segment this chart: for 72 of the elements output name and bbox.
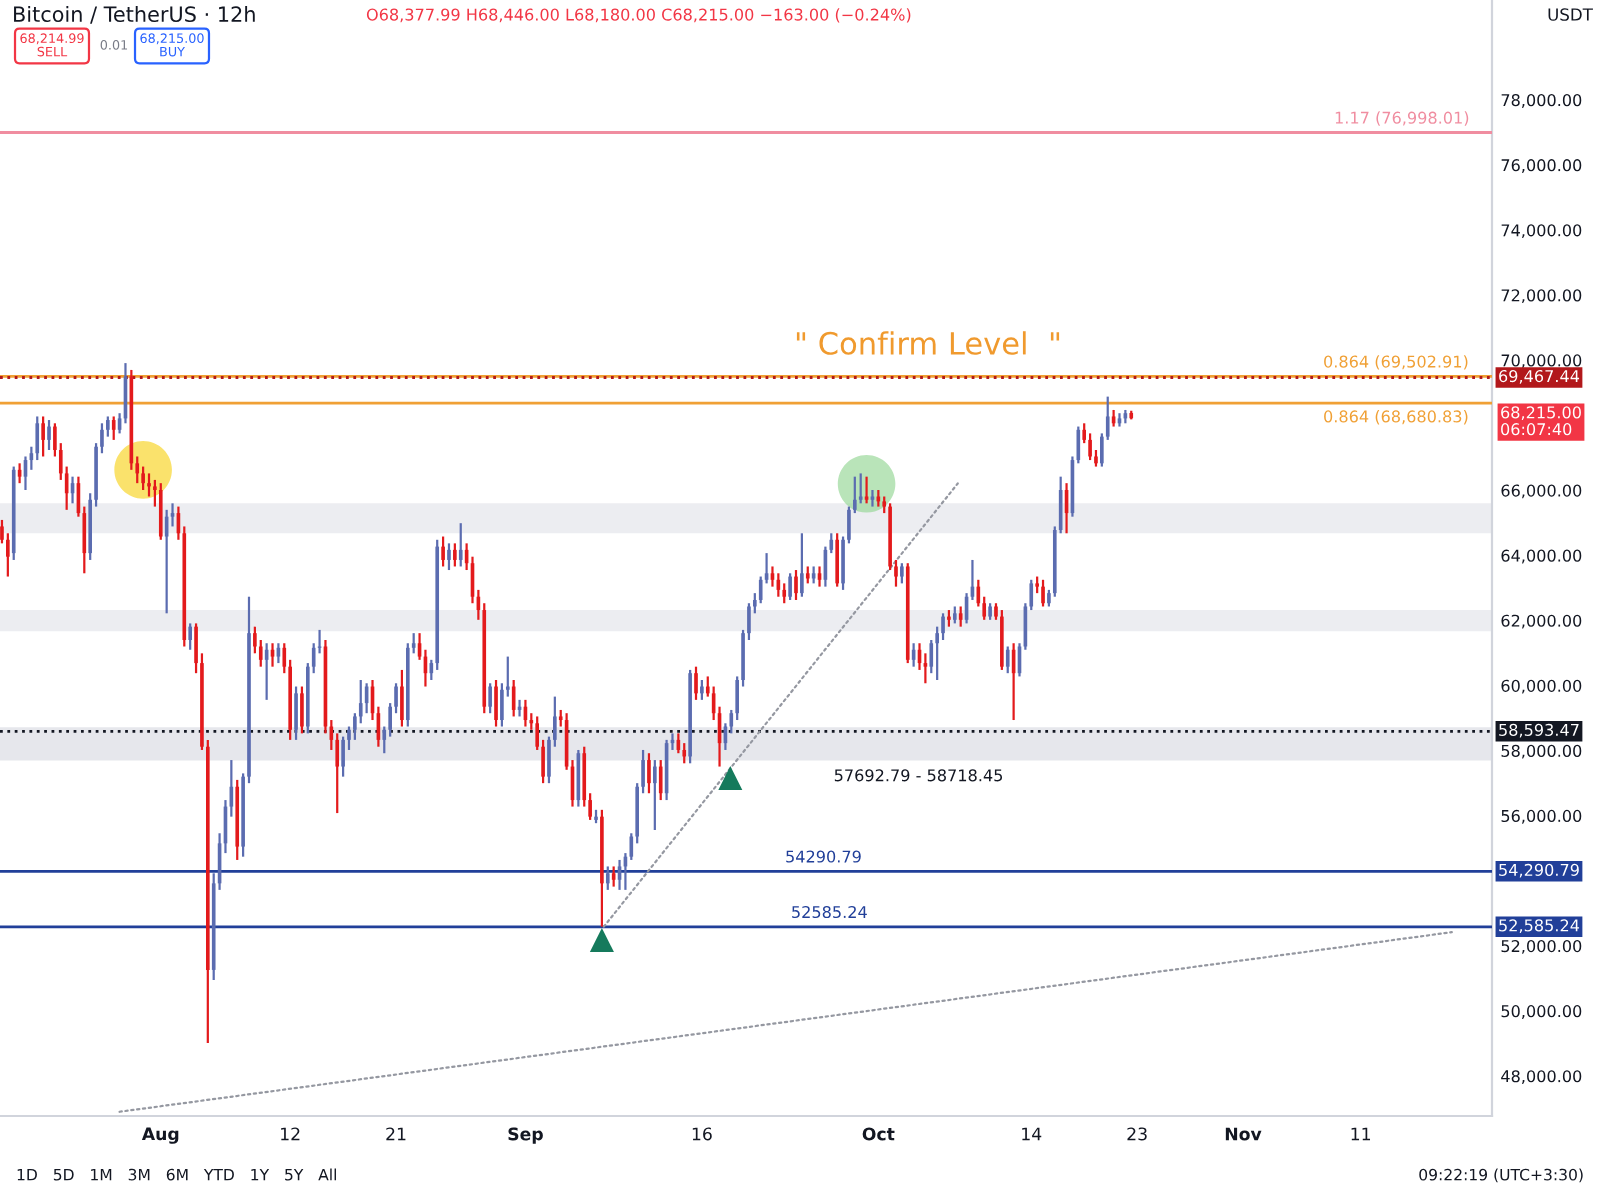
y-tick-label: 66,000.00 bbox=[1501, 484, 1582, 499]
y-tick-label: 76,000.00 bbox=[1501, 159, 1582, 173]
candlestick bbox=[35, 415, 40, 462]
x-tick-label: Oct bbox=[862, 1127, 895, 1141]
candlestick bbox=[958, 605, 963, 628]
ref-line-label: 69,467.44 bbox=[1499, 369, 1580, 384]
y-tick-label: 52,000.00 bbox=[1501, 940, 1582, 954]
candlestick bbox=[900, 562, 904, 585]
y-tick-label: 50,000.00 bbox=[1501, 1005, 1582, 1019]
candlestick bbox=[658, 758, 663, 802]
text: 68,215.00 06:07:40 bbox=[1501, 406, 1581, 436]
candlestick bbox=[441, 535, 445, 568]
x-tick-label: 11 bbox=[1351, 1127, 1371, 1141]
candlestick bbox=[400, 668, 404, 728]
candlestick bbox=[947, 608, 951, 628]
candlestick bbox=[488, 682, 492, 715]
annotation: " Confirm Level " bbox=[796, 331, 1060, 355]
candlestick bbox=[694, 665, 698, 701]
x-tick-label: Aug bbox=[141, 1127, 179, 1144]
candlestick bbox=[605, 865, 610, 891]
candlestick bbox=[647, 752, 651, 795]
candlestick bbox=[447, 542, 451, 572]
ref-line-label: 54,290.79 bbox=[1499, 863, 1579, 878]
y-tick-label: 48,000.00 bbox=[1501, 1070, 1582, 1084]
candlestick bbox=[41, 415, 45, 458]
y-tick-label: 56,000.00 bbox=[1501, 809, 1582, 824]
x-tick-label: Sep bbox=[508, 1127, 543, 1144]
candlestick bbox=[858, 472, 863, 505]
x-tick-label: 21 bbox=[386, 1127, 406, 1141]
candlestick bbox=[653, 758, 657, 832]
chart-subtitle: O68,377.99 H68,446.00 L68,180.00 C68,215.00 −163.00 (−0.24%) bbox=[366, 8, 911, 23]
candlestick bbox=[800, 532, 804, 598]
annotation: 52585.24 bbox=[792, 905, 867, 919]
candlestick bbox=[300, 685, 304, 735]
x-tick-label: 16 bbox=[692, 1127, 712, 1141]
candlestick bbox=[788, 572, 792, 602]
annotation: 54290.79 bbox=[786, 850, 861, 863]
candlestick bbox=[835, 532, 839, 588]
x-tick-label: 23 bbox=[1127, 1127, 1147, 1141]
annotation: 0.864 (68,680.83) bbox=[1324, 410, 1468, 425]
candlestick bbox=[794, 568, 798, 602]
y-tick-label: 64,000.00 bbox=[1501, 549, 1582, 564]
candlestick bbox=[1005, 645, 1010, 675]
candlestick bbox=[188, 622, 192, 651]
y-tick-label: 74,000.00 bbox=[1501, 224, 1582, 239]
annotation: 0.864 (69,502.91) bbox=[1324, 355, 1468, 370]
x-tick-label: Nov bbox=[1225, 1127, 1262, 1141]
annotation: 57692.79 - 58718.45 bbox=[834, 769, 1003, 782]
candlestick bbox=[111, 415, 116, 441]
candlestick bbox=[341, 735, 345, 778]
annotation: 1.17 (76,998.01) bbox=[1335, 111, 1469, 126]
x-tick-label: 14 bbox=[1022, 1127, 1042, 1141]
y-tick-label: 70,000.00 bbox=[1501, 354, 1582, 369]
candlestick bbox=[158, 482, 163, 541]
candlestick bbox=[594, 808, 598, 825]
candlestick bbox=[47, 418, 51, 452]
candlestick bbox=[458, 522, 463, 568]
ref-line-label: 52,585.24 bbox=[1499, 919, 1580, 934]
candlestick bbox=[494, 678, 498, 728]
candlestick bbox=[294, 685, 298, 741]
x-tick-label: 12 bbox=[281, 1127, 300, 1141]
ref-line-label: 58,593.47 bbox=[1499, 723, 1579, 738]
candlestick bbox=[700, 678, 704, 701]
candlestick bbox=[453, 542, 457, 568]
y-tick-label: 78,000.00 bbox=[1501, 94, 1582, 108]
y-axis-title: USDT bbox=[1548, 8, 1593, 21]
y-tick-label: 58,000.00 bbox=[1501, 744, 1582, 759]
y-tick-label: 62,000.00 bbox=[1501, 614, 1582, 629]
y-tick-label: 60,000.00 bbox=[1501, 679, 1582, 694]
candlestick bbox=[1041, 578, 1045, 608]
y-tick-label: 72,000.00 bbox=[1501, 289, 1582, 304]
chart-title: Bitcoin / TetherUS · 12h bbox=[14, 5, 255, 24]
